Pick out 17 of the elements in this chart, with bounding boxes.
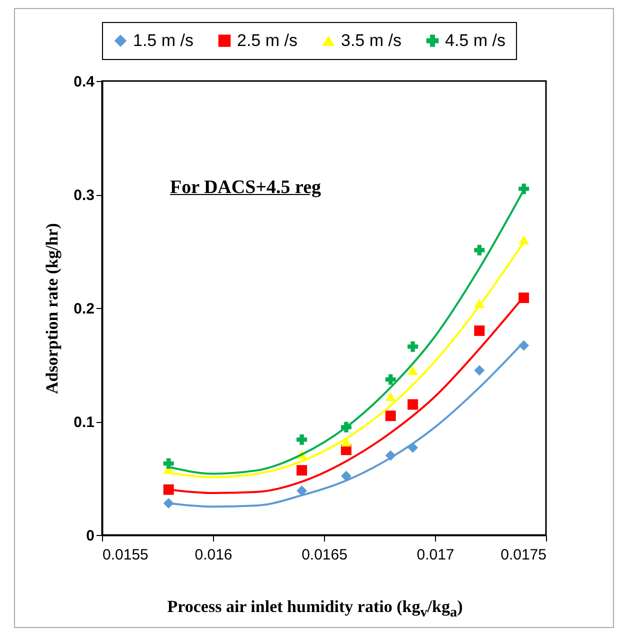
legend-label: 4.5 m /s — [445, 30, 506, 50]
legend-label: 2.5 m /s — [237, 30, 298, 50]
y-tick-label: 0 — [86, 528, 94, 544]
x-tick-label: 0.0175 — [500, 546, 546, 564]
y-tick-label: 0.3 — [74, 187, 94, 204]
x-tick-label: 0.016 — [194, 546, 232, 564]
x-tick-label: 0.0165 — [302, 546, 348, 564]
legend-label: 1.5 m /s — [133, 30, 194, 50]
annotation: For DACS+4.5 reg — [170, 177, 322, 199]
x-tick-label: 0.017 — [416, 546, 454, 564]
y-axis-title: Adsorption rate (kg/hr) — [42, 223, 62, 394]
x-axis-title: Process air inlet humidity ratio (kg$_{v}$/kg$_{a}$) — [166, 597, 464, 622]
legend-label: 3.5 m /s — [341, 30, 402, 50]
y-tick-label: 0.1 — [74, 414, 94, 431]
y-tick-label: 0.2 — [74, 300, 94, 318]
y-tick-label: 0.4 — [74, 74, 96, 90]
x-tick-label: 0.0155 — [102, 546, 148, 564]
